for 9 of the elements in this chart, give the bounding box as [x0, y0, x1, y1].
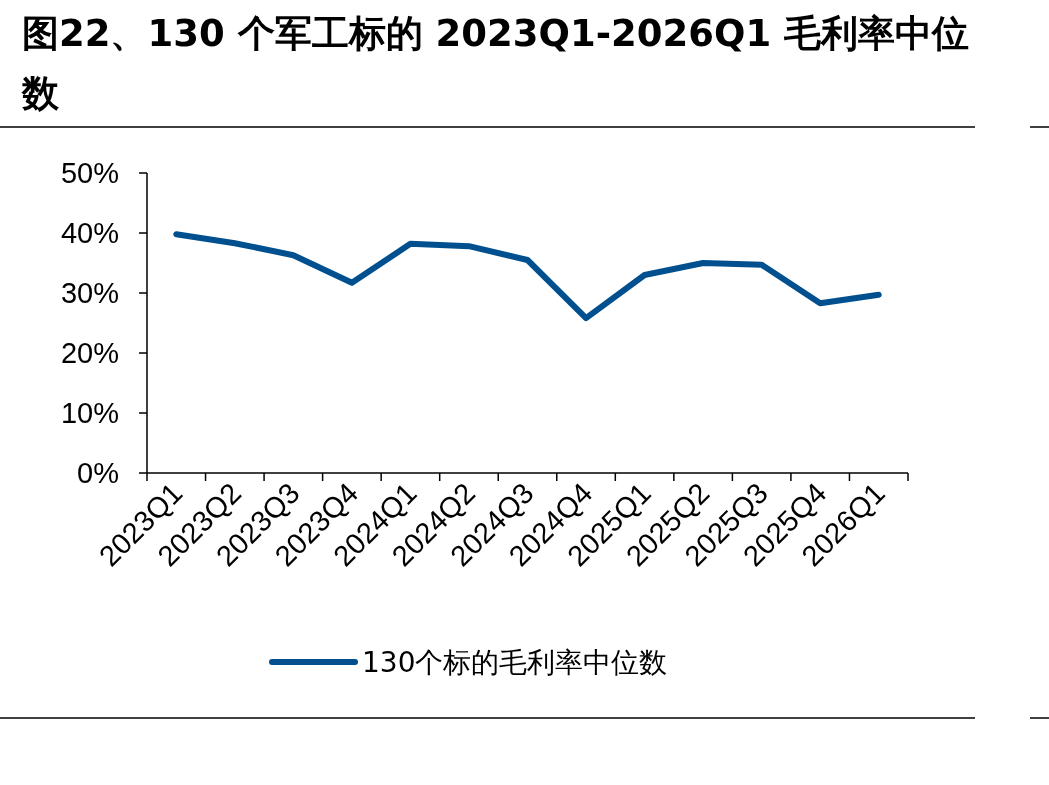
y-tick-label: 50% [60, 157, 119, 189]
y-tick-label: 40% [60, 217, 119, 249]
legend: 130个标的毛利率中位数 [269, 646, 668, 679]
y-tick-label: 0% [77, 457, 119, 489]
title: 图22、130 个军工标的 2023Q1-2026Q1 毛利率中位数 [22, 11, 971, 117]
legend-label: 130个标的毛利率中位数 [362, 646, 668, 679]
y-tick-label: 10% [60, 397, 119, 429]
y-tick-label: 30% [60, 277, 119, 309]
y-tick-label: 20% [60, 337, 119, 369]
